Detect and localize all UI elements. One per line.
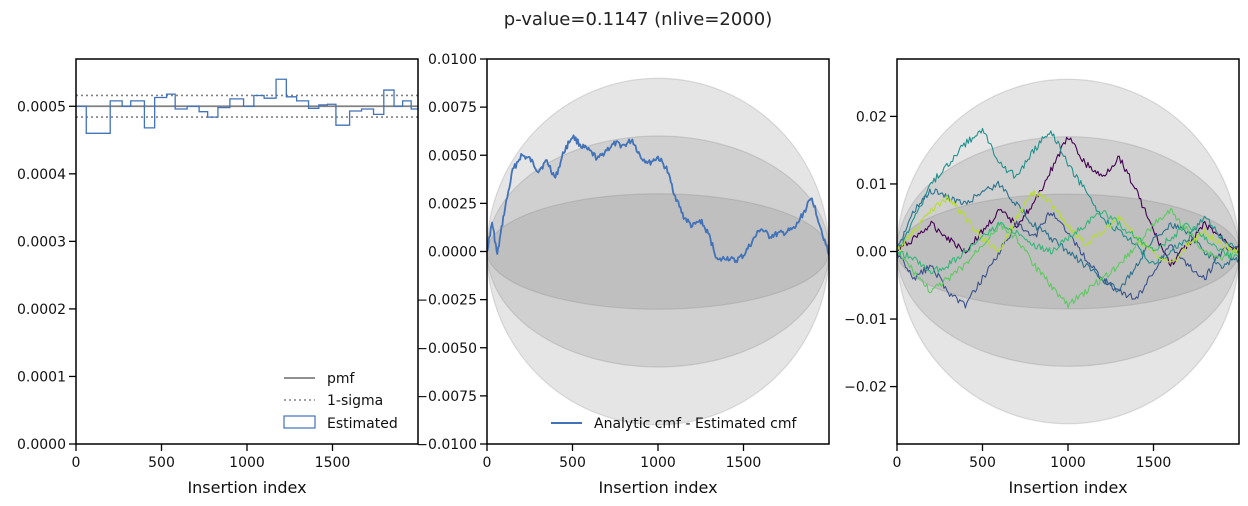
legend-sigma-label: 1-sigma <box>327 393 383 409</box>
x-tick-label: 500 <box>559 455 586 471</box>
x-tick-label: 0 <box>72 455 81 471</box>
figure-suptitle: p-value=0.1147 (nlive=2000) <box>504 9 772 30</box>
x-tick-label: 1000 <box>640 455 676 471</box>
x-tick-label: 0 <box>483 455 492 471</box>
run-series-line <box>897 136 1239 267</box>
y-tick-label: −0.0025 <box>416 293 477 309</box>
y-tick-label: 0.02 <box>856 109 887 125</box>
sigma-ellipse <box>487 193 829 310</box>
x-axis-label: Insertion index <box>598 478 717 497</box>
run-series-line <box>897 210 1239 275</box>
y-tick-label: 0.0075 <box>428 100 477 116</box>
legend-pmf-label: pmf <box>327 371 356 387</box>
x-axis-label: Insertion index <box>187 478 306 497</box>
y-tick-label: 0.0000 <box>428 245 477 261</box>
cmf-difference-line <box>487 134 829 264</box>
y-tick-label: 0.00 <box>856 245 887 261</box>
estimated-histogram <box>76 78 418 134</box>
plot-area <box>487 77 829 426</box>
x-tick-label: 1500 <box>726 455 762 471</box>
x-tick-label: 1500 <box>1136 455 1172 471</box>
plot-area <box>76 78 418 134</box>
plot-area <box>897 78 1239 425</box>
run-series-line <box>897 189 1239 263</box>
x-tick-label: 1000 <box>229 455 265 471</box>
x-tick-label: 1500 <box>315 455 351 471</box>
sigma-ellipse <box>897 136 1239 367</box>
run-series-line <box>897 208 1239 309</box>
run-series-line <box>897 180 1239 293</box>
cmf-difference-panel: 0 500 1000 1500 −0.0100 −0.0075 −0.0050 −0.0025… <box>416 52 830 497</box>
y-tick-label: 0.0005 <box>17 99 66 115</box>
y-tick-label: −0.02 <box>844 380 887 396</box>
x-tick-label: 0 <box>893 455 902 471</box>
x-axis-label: Insertion index <box>1008 478 1127 497</box>
legend-estimated-swatch <box>283 415 316 429</box>
y-tick-label: −0.01 <box>844 312 887 328</box>
sigma-ellipse <box>897 78 1239 425</box>
y-tick-label: 0.0003 <box>17 234 66 250</box>
y-tick-label: −0.0050 <box>416 341 477 357</box>
y-tick-label: 0.0100 <box>428 52 477 68</box>
x-tick-label: 500 <box>969 455 996 471</box>
y-tick-label: −0.0100 <box>416 437 477 453</box>
histogram-panel: 0 500 1000 1500 0.0000 0.0001 0.0002 0.0003 0.00… <box>17 58 419 497</box>
y-tick-label: −0.0075 <box>416 389 477 405</box>
y-tick-label: 0.0002 <box>17 302 66 318</box>
y-tick-label: 0.01 <box>856 177 887 193</box>
y-tick-label: 0.0004 <box>17 167 66 183</box>
legend-cmf-label: Analytic cmf - Estimated cmf <box>594 416 797 432</box>
y-tick-label: 0.0025 <box>428 196 477 212</box>
runs-panel: 0 500 1000 1500 −0.02 −0.01 0.00 0.01 0.02 Insert… <box>844 58 1240 497</box>
sigma-ellipse <box>897 193 1239 310</box>
y-tick-label: 0.0001 <box>17 369 66 385</box>
y-tick-label: 0.0050 <box>428 148 477 164</box>
run-series-line <box>897 212 1239 309</box>
x-tick-label: 1000 <box>1050 455 1086 471</box>
legend-estimated-label: Estimated <box>327 416 398 432</box>
x-tick-label: 500 <box>148 455 175 471</box>
run-series-line <box>897 127 1239 265</box>
sigma-ellipse <box>487 77 829 426</box>
y-tick-label: 0.0000 <box>17 437 66 453</box>
sigma-ellipse <box>487 135 829 368</box>
